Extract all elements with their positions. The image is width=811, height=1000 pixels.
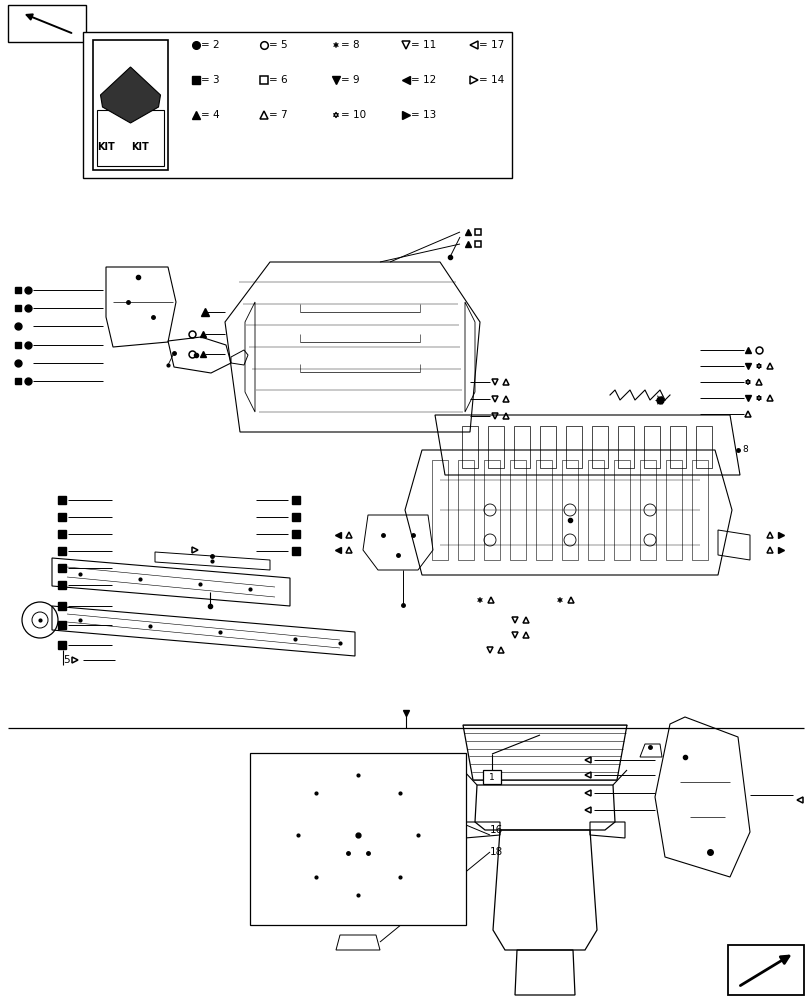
Bar [509, 460, 526, 560]
Bar [565, 426, 581, 468]
Bar [461, 426, 478, 468]
Polygon shape [557, 597, 562, 603]
Bar [535, 460, 551, 560]
Text: = 3: = 3 [201, 75, 219, 85]
Text: = 10: = 10 [341, 110, 366, 120]
Bar [695, 426, 711, 468]
Text: 16: 16 [489, 825, 503, 835]
Text: = 14: = 14 [478, 75, 504, 85]
Text: 8: 8 [741, 446, 747, 454]
Polygon shape [101, 67, 161, 123]
Text: 5: 5 [63, 655, 70, 665]
Text: 18: 18 [489, 847, 503, 857]
Bar [691, 460, 707, 560]
Bar [643, 426, 659, 468]
Text: KIT: KIT [97, 142, 114, 152]
Bar [487, 426, 504, 468]
Bar [483, 460, 500, 560]
Text: = 9: = 9 [341, 75, 359, 85]
Text: = 7: = 7 [268, 110, 287, 120]
Bar [539, 426, 556, 468]
Bar [8, 5, 86, 42]
Text: = 12: = 12 [410, 75, 436, 85]
Bar [665, 460, 681, 560]
Text: = 4: = 4 [201, 110, 219, 120]
Bar [639, 460, 655, 560]
Bar [561, 460, 577, 560]
Text: = 17: = 17 [478, 40, 504, 50]
Bar [727, 945, 803, 995]
Bar [457, 460, 474, 560]
Text: = 11: = 11 [410, 40, 436, 50]
Polygon shape [333, 42, 338, 48]
Text: KIT: KIT [131, 142, 148, 152]
Text: 1: 1 [488, 772, 494, 782]
Bar [617, 426, 633, 468]
Polygon shape [477, 597, 482, 603]
Bar [93, 40, 168, 170]
Bar [587, 460, 603, 560]
Text: = 13: = 13 [410, 110, 436, 120]
Bar [483, 770, 500, 784]
Bar [250, 753, 466, 925]
Text: = 6: = 6 [268, 75, 287, 85]
Text: = 8: = 8 [341, 40, 359, 50]
Bar [613, 460, 629, 560]
Bar [83, 32, 512, 178]
Bar [591, 426, 607, 468]
Bar [513, 426, 530, 468]
Bar [669, 426, 685, 468]
Bar [431, 460, 448, 560]
Text: = 5: = 5 [268, 40, 287, 50]
Text: = 2: = 2 [201, 40, 219, 50]
